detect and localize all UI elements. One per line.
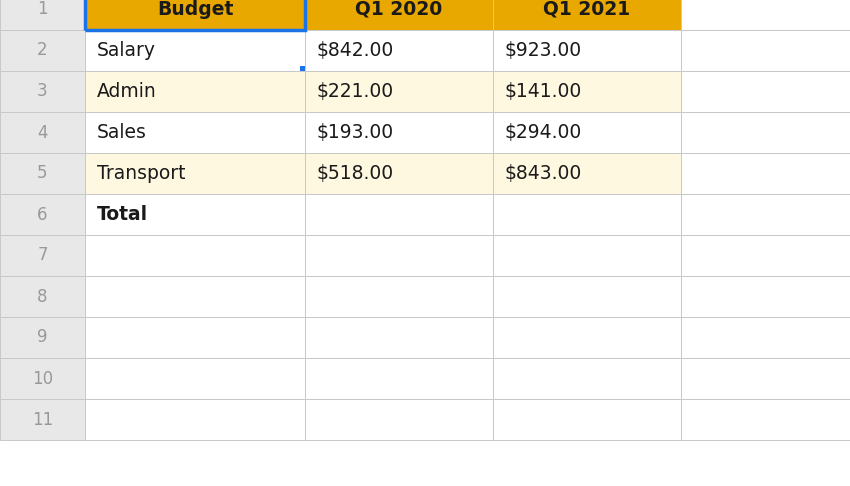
Bar (305, 358, 493, 399)
Text: 3: 3 (37, 83, 48, 101)
Text: $842.00: $842.00 (317, 41, 394, 60)
Text: Total: Total (97, 205, 148, 224)
Bar (681, 194, 850, 235)
Text: $518.00: $518.00 (317, 164, 394, 183)
Bar (493, 399, 681, 440)
Text: Sales: Sales (97, 123, 147, 142)
Bar (85, 276, 305, 317)
Bar (493, 358, 681, 399)
Text: 10: 10 (32, 369, 53, 387)
Text: 1: 1 (37, 0, 48, 18)
Bar (85, 358, 305, 399)
Bar (0, 317, 85, 358)
Bar (0, 194, 85, 235)
Bar (85, 235, 305, 276)
Bar (681, 153, 850, 194)
Text: 6: 6 (37, 206, 48, 224)
Bar (493, 276, 681, 317)
Text: 2: 2 (37, 41, 48, 59)
Bar (0, 399, 85, 440)
Bar (305, 153, 493, 194)
Bar (85, 317, 305, 358)
Text: Salary: Salary (97, 41, 156, 60)
Bar (305, 0, 493, 30)
Bar (681, 112, 850, 153)
Text: 5: 5 (37, 164, 48, 183)
Bar (493, 153, 681, 194)
Bar (0, 0, 85, 30)
Bar (305, 71, 493, 112)
Bar (305, 194, 493, 235)
Bar (305, 30, 493, 71)
Bar (305, 112, 493, 153)
Bar (681, 317, 850, 358)
Bar (681, 399, 850, 440)
Bar (85, 0, 305, 30)
Bar (681, 235, 850, 276)
Bar (0, 276, 85, 317)
Bar (85, 71, 305, 112)
Bar (493, 71, 681, 112)
Bar (0, 30, 85, 71)
Bar (85, 399, 305, 440)
Bar (493, 112, 681, 153)
Text: 8: 8 (37, 288, 48, 306)
Bar (493, 0, 681, 30)
Text: 4: 4 (37, 123, 48, 141)
Text: Transport: Transport (97, 164, 185, 183)
Bar (85, 194, 305, 235)
Bar (493, 235, 681, 276)
Text: $193.00: $193.00 (317, 123, 394, 142)
Text: $141.00: $141.00 (505, 82, 582, 101)
Bar (305, 317, 493, 358)
Text: $221.00: $221.00 (317, 82, 394, 101)
Bar (493, 30, 681, 71)
Bar (85, 30, 305, 71)
Text: $843.00: $843.00 (505, 164, 582, 183)
Bar (0, 112, 85, 153)
Bar (0, 153, 85, 194)
Bar (0, 358, 85, 399)
Bar (681, 358, 850, 399)
Bar (681, 71, 850, 112)
Bar (493, 194, 681, 235)
Text: Q1 2020: Q1 2020 (355, 0, 443, 19)
Text: Budget: Budget (156, 0, 233, 19)
Text: Q1 2021: Q1 2021 (543, 0, 631, 19)
Text: $923.00: $923.00 (505, 41, 582, 60)
Bar (493, 317, 681, 358)
Text: 9: 9 (37, 329, 48, 347)
Bar (681, 30, 850, 71)
Bar (0, 235, 85, 276)
Bar (681, 276, 850, 317)
Text: Admin: Admin (97, 82, 156, 101)
Bar (305, 235, 493, 276)
Bar (681, 0, 850, 30)
Text: 11: 11 (31, 411, 53, 429)
Text: 7: 7 (37, 246, 48, 264)
Bar (85, 0, 305, 30)
Bar (85, 112, 305, 153)
Bar (305, 399, 493, 440)
Bar (85, 153, 305, 194)
Bar (0, 71, 85, 112)
Bar (305, 276, 493, 317)
Bar (300, 66, 305, 71)
Text: $294.00: $294.00 (505, 123, 582, 142)
